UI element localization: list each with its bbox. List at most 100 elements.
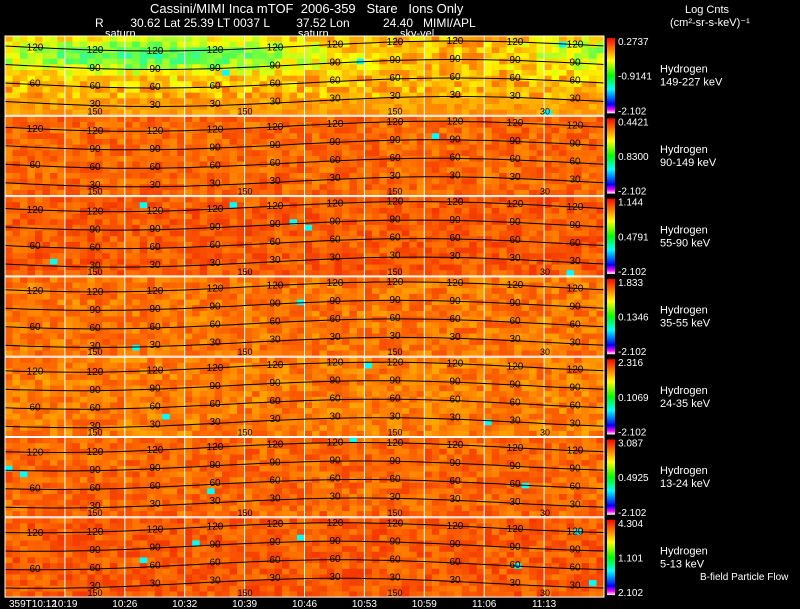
colorbar-unit: (cm²-sr-s-keV)⁻¹ — [670, 17, 750, 29]
contour-label: 60 — [209, 320, 221, 331]
contour-label: 90 — [449, 296, 461, 307]
contour-label: 30 — [209, 576, 221, 587]
contour-line — [4, 380, 606, 392]
contour-label: 30 — [540, 106, 550, 116]
contour-label: 60 — [89, 323, 101, 334]
contour-line — [4, 460, 606, 472]
contour-label: 120 — [327, 358, 344, 369]
contour-label: 30 — [209, 258, 221, 269]
contour-line — [4, 139, 606, 151]
heatmap-panel — [5, 36, 605, 116]
contour-label: 30 — [209, 496, 221, 507]
contour-label: 30 — [269, 573, 281, 584]
contour-label: 60 — [149, 242, 161, 253]
colorbar — [607, 278, 615, 355]
contour-label: 60 — [269, 316, 281, 327]
contour-label: 30 — [509, 415, 521, 426]
contour-label: 120 — [147, 366, 164, 377]
contour-line — [4, 238, 606, 250]
x-tick-label: 10:19 — [52, 599, 77, 609]
contour-label: 120 — [87, 367, 104, 378]
contour-label: 30 — [269, 414, 281, 425]
contour-label: 120 — [207, 45, 224, 56]
x-tick-label: 10:39 — [232, 599, 257, 609]
contour-label: 150 — [237, 267, 252, 277]
contour-label: 30 — [509, 91, 521, 102]
contour-label: 90 — [449, 377, 461, 388]
contour-label: 30 — [509, 334, 521, 345]
contour-label: 90 — [389, 375, 401, 386]
contour-label: 120 — [87, 45, 104, 56]
contour-label: 60 — [209, 478, 221, 489]
contour-label: 120 — [87, 447, 104, 458]
contour-label: 90 — [569, 545, 581, 556]
contour-label: 120 — [567, 446, 584, 457]
contour-label: 120 — [27, 286, 44, 297]
contour-label: 60 — [209, 399, 221, 410]
contour-label: 30 — [540, 428, 550, 438]
contour-line — [4, 442, 606, 453]
x-tick-label: 11:06 — [472, 599, 497, 609]
contour-label: 60 — [29, 79, 41, 90]
contour-label: 120 — [87, 206, 104, 217]
contour-label: 60 — [149, 322, 161, 333]
contour-label: 30 — [89, 99, 101, 110]
contour-label: 30 — [329, 412, 341, 423]
contour-label: 150 — [237, 187, 252, 197]
contour-label: 90 — [149, 224, 161, 235]
panel-border — [4, 437, 605, 518]
contour-label: 60 — [269, 475, 281, 486]
contour-label: 60 — [449, 72, 461, 83]
contour-label: 60 — [209, 558, 221, 569]
contour-label: 60 — [29, 483, 41, 494]
contour-line — [4, 176, 606, 188]
contour-label: 150 — [237, 428, 252, 438]
colorbar-title: Log Cnts — [685, 4, 730, 16]
contour-label: 30 — [209, 417, 221, 428]
contour-label: 90 — [149, 304, 161, 315]
contour-label: 120 — [87, 126, 104, 137]
contour-label: 60 — [509, 479, 521, 490]
contour-label: 90 — [209, 222, 221, 233]
contour-label: 90 — [389, 215, 401, 226]
contour-label: 90 — [209, 63, 221, 74]
contour-label: 90 — [209, 540, 221, 551]
contour-line — [4, 540, 606, 552]
panel-border — [4, 276, 605, 357]
species-label: Hydrogen — [660, 305, 708, 317]
colorbar-max-label: 3.087 — [618, 439, 643, 450]
contour-label: 30 — [209, 179, 221, 190]
contour-label: 60 — [149, 561, 161, 572]
contour-label: 120 — [447, 521, 464, 532]
contour-label: 60 — [29, 403, 41, 414]
colorbar-mid-label: 0.4925 — [618, 473, 649, 484]
contour-label: 120 — [387, 197, 404, 208]
contour-label: 60 — [29, 160, 41, 171]
colorbar-min-label: -2.102 — [618, 347, 647, 358]
contour-label: 120 — [567, 39, 584, 50]
contour-label: 90 — [89, 144, 101, 155]
contour-label: 30 — [389, 411, 401, 422]
species-label: Hydrogen — [660, 144, 708, 156]
contour-label: 120 — [27, 124, 44, 135]
contour-label: 90 — [149, 64, 161, 75]
energy-label: 13-24 keV — [660, 478, 711, 490]
contour-label: 120 — [147, 286, 164, 297]
contour-label: 90 — [89, 63, 101, 74]
colorbar-max-label: 1.144 — [618, 198, 643, 209]
contour-label: 90 — [509, 217, 521, 228]
contour-line — [4, 361, 606, 373]
contour-label: 60 — [389, 73, 401, 84]
contour-label: 90 — [389, 456, 401, 467]
contour-label: 60 — [149, 402, 161, 413]
contour-label: 90 — [209, 143, 221, 154]
contour-label: 60 — [509, 316, 521, 327]
contour-label: 30 — [149, 420, 161, 431]
contour-label: 30 — [149, 180, 161, 191]
contour-label: 60 — [569, 238, 581, 249]
contour-label: 120 — [147, 46, 164, 57]
contour-label: 30 — [329, 252, 341, 263]
contour-label: 120 — [27, 447, 44, 458]
contour-label: 60 — [389, 393, 401, 404]
